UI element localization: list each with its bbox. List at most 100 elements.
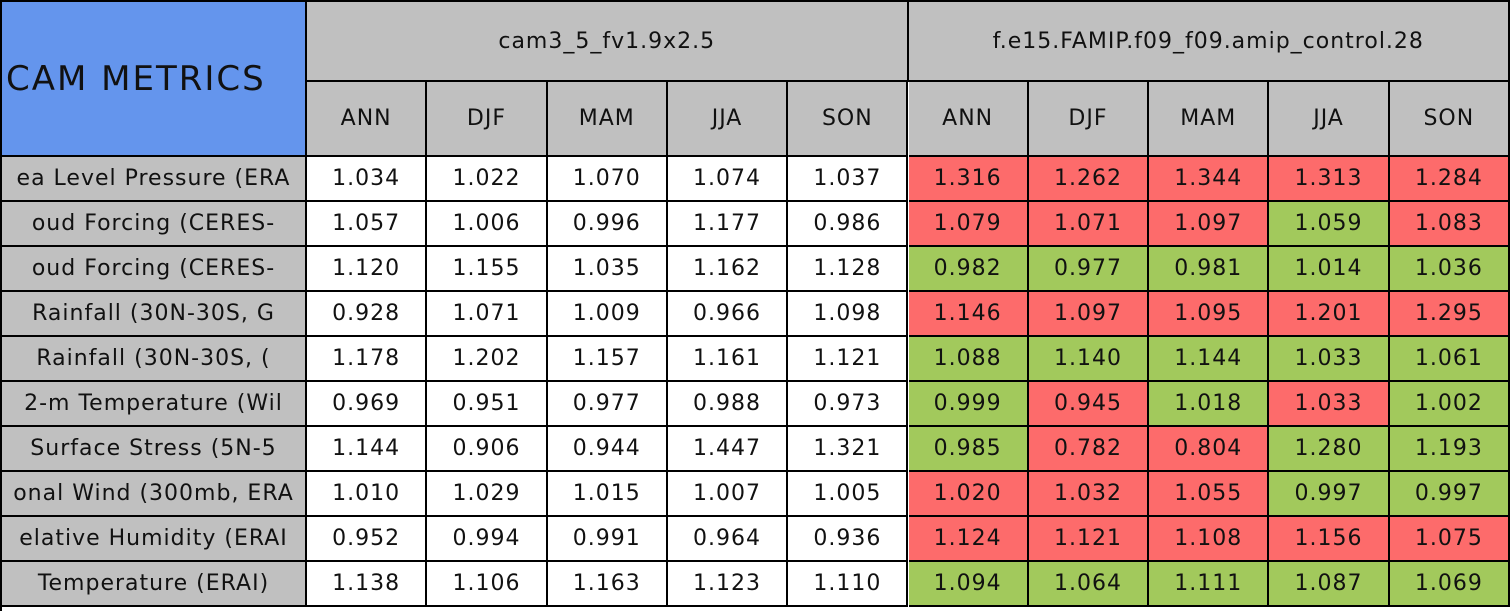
value-cell: 1.161 [667, 337, 789, 382]
value-cell: 1.144 [1149, 337, 1270, 382]
group-header: f.e15.FAMIP.f09_f09.amip_control.28 [908, 2, 1510, 82]
value-cell: 0.952 [307, 517, 428, 562]
value-cell: 1.313 [1269, 157, 1390, 202]
value-cell: 1.083 [1389, 202, 1510, 247]
value-cell: 1.075 [1389, 517, 1510, 562]
value-cell: 1.098 [788, 292, 909, 337]
value-cell: 1.009 [547, 292, 668, 337]
value-cell: 1.015 [547, 472, 668, 517]
value-cell: 1.036 [1389, 247, 1510, 292]
value-cell: 0.988 [667, 382, 789, 427]
value-cell: 0.906 [427, 427, 548, 472]
value-cell: 1.018 [1149, 382, 1270, 427]
value-cell: 1.033 [1269, 382, 1390, 427]
value-cell: 1.055 [1149, 472, 1270, 517]
value-cell: 1.295 [1389, 292, 1510, 337]
group-header: cam3_5_fv1.9x2.5 [307, 2, 909, 82]
value-cell: 0.973 [788, 382, 909, 427]
value-cell: 1.022 [427, 157, 548, 202]
value-cell: 1.123 [667, 562, 789, 607]
value-cell: 1.201 [1269, 292, 1390, 337]
value-cell: 1.262 [1028, 157, 1150, 202]
value-cell: 1.280 [1269, 427, 1390, 472]
value-cell: 1.157 [547, 337, 668, 382]
value-cell: 1.029 [427, 472, 548, 517]
value-cell: 0.986 [788, 202, 909, 247]
value-cell: 1.202 [427, 337, 548, 382]
value-cell: 1.316 [908, 157, 1029, 202]
value-cell: 0.985 [908, 427, 1029, 472]
value-cell: 0.945 [1028, 382, 1150, 427]
value-cell: 1.110 [788, 562, 909, 607]
value-cell: 0.804 [1149, 427, 1270, 472]
value-cell: 1.155 [427, 247, 548, 292]
value-cell: 0.977 [547, 382, 668, 427]
value-cell: 1.144 [307, 427, 428, 472]
value-cell: 1.108 [1149, 517, 1270, 562]
value-cell: 1.124 [908, 517, 1029, 562]
value-cell: 1.034 [307, 157, 428, 202]
value-cell: 1.178 [307, 337, 428, 382]
value-cell: 1.033 [1269, 337, 1390, 382]
value-cell: 1.146 [908, 292, 1029, 337]
value-cell: 1.002 [1389, 382, 1510, 427]
value-cell: 1.140 [1028, 337, 1150, 382]
value-cell: 1.097 [1149, 202, 1270, 247]
value-cell: 1.035 [547, 247, 668, 292]
value-cell: 1.177 [667, 202, 789, 247]
season-header: JJA [667, 82, 789, 157]
value-cell: 1.097 [1028, 292, 1150, 337]
season-header: MAM [547, 82, 668, 157]
value-cell: 0.951 [427, 382, 548, 427]
row-name: 2-m Temperature (Wil [2, 382, 307, 427]
value-cell: 1.344 [1149, 157, 1270, 202]
value-cell: 1.163 [547, 562, 668, 607]
value-cell: 1.138 [307, 562, 428, 607]
value-cell: 1.193 [1389, 427, 1510, 472]
value-cell: 1.121 [788, 337, 909, 382]
row-name: elative Humidity (ERAI [2, 517, 307, 562]
season-header: MAM [1149, 82, 1270, 157]
season-header: DJF [1028, 82, 1150, 157]
value-cell: 1.005 [788, 472, 909, 517]
value-cell: 0.964 [667, 517, 789, 562]
value-cell: 1.006 [427, 202, 548, 247]
row-name: onal Wind (300mb, ERA [2, 472, 307, 517]
value-cell: 1.069 [1389, 562, 1510, 607]
value-cell: 1.162 [667, 247, 789, 292]
table-title: CAM METRICS [2, 2, 307, 157]
row-name: Temperature (ERAI) [2, 562, 307, 607]
value-cell: 1.284 [1389, 157, 1510, 202]
value-cell: 1.059 [1269, 202, 1390, 247]
value-cell: 1.064 [1028, 562, 1150, 607]
value-cell: 0.966 [667, 292, 789, 337]
value-cell: 1.057 [307, 202, 428, 247]
value-cell: 1.010 [307, 472, 428, 517]
value-cell: 1.121 [1028, 517, 1150, 562]
season-header: SON [788, 82, 909, 157]
value-cell: 1.111 [1149, 562, 1270, 607]
value-cell: 1.070 [547, 157, 668, 202]
value-cell: 1.032 [1028, 472, 1150, 517]
value-cell: 1.321 [788, 427, 909, 472]
value-cell: 0.936 [788, 517, 909, 562]
value-cell: 1.088 [908, 337, 1029, 382]
value-cell: 1.106 [427, 562, 548, 607]
value-cell: 1.128 [788, 247, 909, 292]
value-cell: 0.997 [1269, 472, 1390, 517]
season-header: ANN [908, 82, 1029, 157]
value-cell: 1.014 [1269, 247, 1390, 292]
value-cell: 0.928 [307, 292, 428, 337]
value-cell: 1.074 [667, 157, 789, 202]
value-cell: 0.991 [547, 517, 668, 562]
row-name: oud Forcing (CERES- [2, 247, 307, 292]
row-name: ea Level Pressure (ERA [2, 157, 307, 202]
value-cell: 1.079 [908, 202, 1029, 247]
value-cell: 1.020 [908, 472, 1029, 517]
season-header: SON [1389, 82, 1510, 157]
value-cell: 0.944 [547, 427, 668, 472]
value-cell: 1.061 [1389, 337, 1510, 382]
row-name: oud Forcing (CERES- [2, 202, 307, 247]
row-name: Rainfall (30N-30S, G [2, 292, 307, 337]
